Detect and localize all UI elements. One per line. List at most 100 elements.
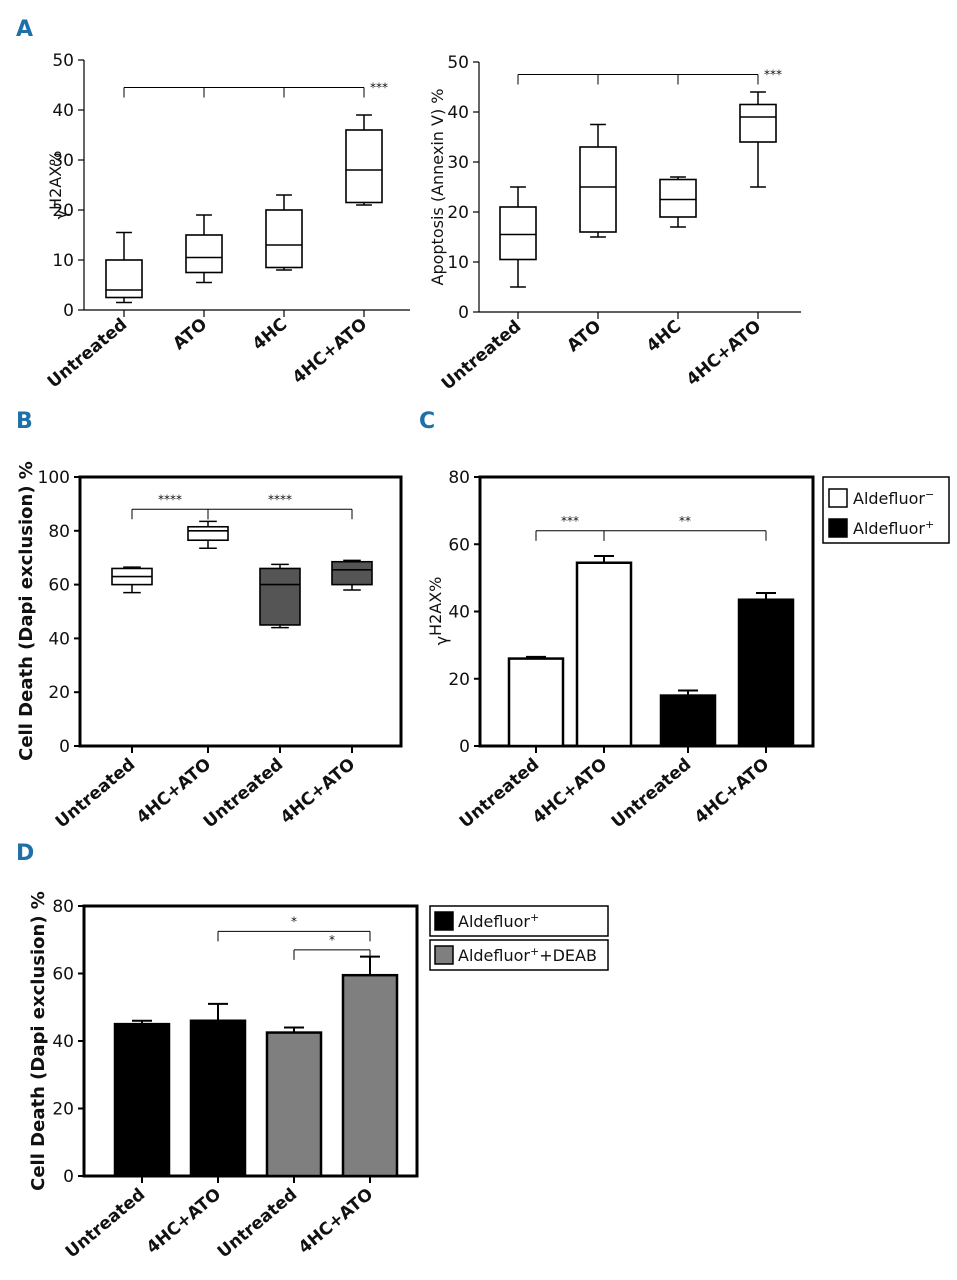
x-tick-label: 4HC: [643, 317, 685, 357]
box-body: [345, 129, 383, 204]
legend-label: Aldefluor−: [853, 488, 934, 508]
bar: [341, 973, 399, 1178]
box-mark: [105, 231, 143, 304]
legend-label-sup: +: [530, 945, 539, 958]
bar-mark: [113, 1019, 171, 1178]
bar-mark: [189, 1002, 247, 1178]
y-tick-label: 20: [52, 201, 74, 221]
box-body: [105, 259, 143, 299]
y-tick-label: 20: [447, 203, 469, 223]
y-tick-label: 80: [48, 522, 70, 542]
y-axis-title-main: H2AX%: [46, 151, 65, 210]
box-body: [259, 567, 301, 626]
x-tick-label: Untreated: [52, 755, 139, 833]
panel-label-b: B: [16, 409, 33, 434]
y-tick-label: 40: [447, 103, 469, 123]
y-tick-label: 0: [59, 737, 70, 757]
significance-bracket: ***: [517, 68, 782, 85]
significance-label: *: [329, 933, 335, 947]
y-tick-label: 0: [63, 1167, 74, 1187]
legend: Aldefluor−Aldefluor+: [822, 476, 950, 544]
significance-bracket: ***: [123, 81, 388, 98]
legend-label-name: Aldefluor: [853, 519, 925, 538]
bar-mark: [575, 555, 633, 748]
bar-mark: [265, 1026, 323, 1178]
box-body: [739, 103, 777, 143]
x-tick-label: 4HC+ATO: [691, 755, 773, 829]
chart-b-cell-death: 020406080100Untreated4HC+ATOUntreated4HC…: [16, 461, 403, 833]
x-tick-label: 4HC+ATO: [529, 755, 611, 829]
box-mark: [739, 91, 777, 188]
y-tick-label: 0: [63, 301, 74, 321]
bar-mark: [507, 655, 565, 748]
y-tick-label: 30: [447, 153, 469, 173]
bar: [659, 694, 717, 748]
significance-bracket: *: [293, 933, 371, 960]
bar-mark: [341, 955, 399, 1178]
legend-label-name: Aldefluor: [458, 912, 530, 931]
chart-d-cell-death: 020406080Untreated4HC+ATOUntreated4HC+AT…: [28, 891, 609, 1263]
x-tick-label: Untreated: [200, 755, 287, 833]
y-tick-label: 40: [52, 101, 74, 121]
significance-bracket: ****: [131, 492, 209, 520]
y-tick-label: 20: [52, 1100, 74, 1120]
significance-bracket: ****: [207, 492, 353, 520]
box-body: [185, 234, 223, 274]
significance-label: ****: [158, 492, 182, 506]
legend-swatch: [434, 911, 454, 931]
x-tick-label: Untreated: [62, 1185, 149, 1263]
x-tick-label: Untreated: [44, 315, 131, 393]
y-tick-label: 50: [52, 51, 74, 71]
box-mark: [187, 520, 229, 550]
y-tick-label: 20: [48, 683, 70, 703]
box-body: [331, 560, 373, 586]
legend-label-suffix: +DEAB: [539, 946, 597, 965]
y-axis-title-main: H2AX%: [426, 577, 445, 636]
panel-label-d: D: [16, 841, 34, 866]
legend: Aldefluor+Aldefluor++DEAB: [429, 905, 609, 971]
box-mark: [331, 559, 373, 591]
y-tick-label: 20: [448, 670, 470, 690]
legend-label-sup: +: [530, 911, 539, 924]
y-tick-label: 30: [52, 151, 74, 171]
box-body: [265, 209, 303, 269]
x-tick-label: Untreated: [214, 1185, 301, 1263]
y-tick-label: 10: [447, 253, 469, 273]
legend-label-name: Aldefluor: [458, 946, 530, 965]
y-tick-label: 10: [52, 251, 74, 271]
legend-label-name: Aldefluor: [853, 489, 925, 508]
box-body: [499, 206, 537, 261]
box-mark: [579, 123, 617, 238]
y-tick-label: 80: [52, 897, 74, 917]
x-tick-label: 4HC+ATO: [289, 315, 371, 389]
x-tick-label: 4HC+ATO: [277, 755, 359, 829]
y-tick-label: 40: [52, 1032, 74, 1052]
x-tick-label: Untreated: [438, 317, 525, 395]
legend-label-sup: +: [925, 518, 934, 531]
box-mark: [111, 566, 153, 594]
y-tick-label: 50: [447, 53, 469, 73]
y-axis-title: Apoptosis (Annexin V) %: [428, 89, 447, 286]
y-tick-label: 40: [448, 603, 470, 623]
legend-swatch: [828, 518, 848, 538]
y-axis-title-prefix: γ: [432, 636, 451, 645]
legend-label: Aldefluor+: [458, 911, 539, 931]
y-tick-label: 40: [48, 629, 70, 649]
y-tick-label: 60: [52, 965, 74, 985]
y-axis-title: γH2AX%: [46, 151, 71, 220]
panel-label-c: C: [419, 409, 435, 434]
box-mark: [499, 186, 537, 288]
box-mark: [185, 214, 223, 284]
x-tick-label: Untreated: [456, 755, 543, 833]
y-tick-label: 60: [48, 576, 70, 596]
significance-label: ***: [561, 514, 579, 528]
bar-mark: [659, 689, 717, 748]
legend-entry-frame: [429, 905, 609, 937]
x-tick-label: ATO: [169, 315, 211, 355]
x-tick-label: 4HC: [249, 315, 291, 355]
y-tick-label: 100: [38, 468, 70, 488]
x-tick-label: 4HC+ATO: [683, 317, 765, 391]
y-axis-title: Cell Death (Dapi exclusion) %: [28, 891, 49, 1191]
box-mark: [265, 194, 303, 271]
